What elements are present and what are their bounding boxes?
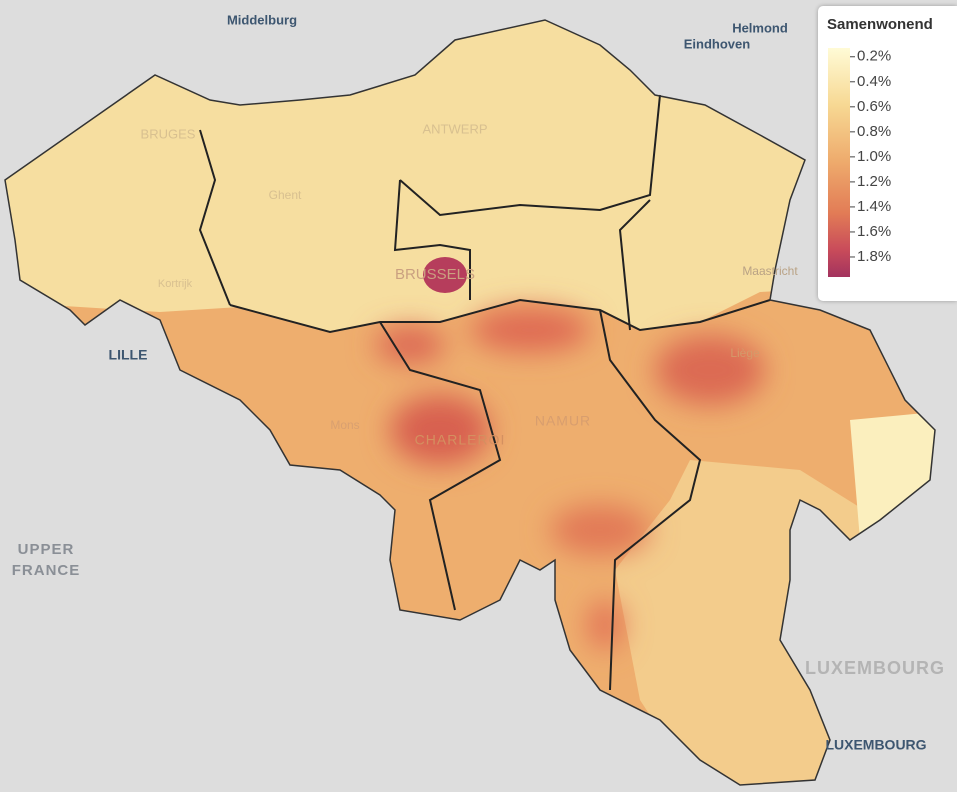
place-label: LUXEMBOURG	[805, 658, 945, 678]
place-label: LUXEMBOURG	[825, 737, 926, 753]
legend-tick-label: 1.4%	[857, 198, 891, 215]
place-label: Maastricht	[742, 264, 798, 278]
hotspots	[375, 308, 765, 650]
place-label: Middelburg	[227, 12, 297, 27]
place-label: Kortrijk	[158, 278, 193, 290]
place-label: Ghent	[269, 188, 302, 202]
legend-tick-label: 0.8%	[857, 123, 891, 140]
legend-title: Samenwonend	[827, 16, 933, 33]
legend-tick-label: 0.6%	[857, 98, 891, 115]
place-label: Liège	[730, 346, 760, 360]
place-label: FRANCE	[12, 562, 81, 579]
place-label: UPPER	[18, 541, 75, 558]
east-cantons	[850, 410, 935, 560]
legend-tick-label: 1.8%	[857, 248, 891, 265]
legend-tick-label: 1.2%	[857, 173, 891, 190]
place-label: ANTWERP	[423, 121, 488, 136]
colorbar	[828, 48, 850, 277]
place-label: BRUSSELS	[395, 266, 475, 283]
legend-graphic: Samenwonend 0.2% 0.4% 0.6% 0.8% 1.0% 1.2% 1.4%…	[827, 16, 933, 277]
legend: Samenwonend 0.2% 0.4% 0.6% 0.8% 1.0% 1.2% 1.4%…	[818, 6, 957, 301]
place-label: NAMUR	[535, 413, 591, 429]
legend-tick-label: 1.0%	[857, 148, 891, 165]
place-label: Mons	[330, 418, 359, 432]
place-label: CHARLEROI	[415, 432, 506, 448]
place-label: Helmond	[732, 20, 788, 35]
place-label: LILLE	[109, 347, 148, 363]
place-label: Eindhoven	[684, 36, 751, 51]
place-label: BRUGES	[141, 126, 196, 141]
province-borders	[198, 94, 771, 691]
brussels-region	[423, 257, 467, 293]
legend-tick-label: 0.2%	[857, 48, 891, 65]
legend-tick-label: 1.6%	[857, 223, 891, 240]
flanders	[5, 20, 935, 332]
legend-tick-label: 0.4%	[857, 73, 891, 90]
